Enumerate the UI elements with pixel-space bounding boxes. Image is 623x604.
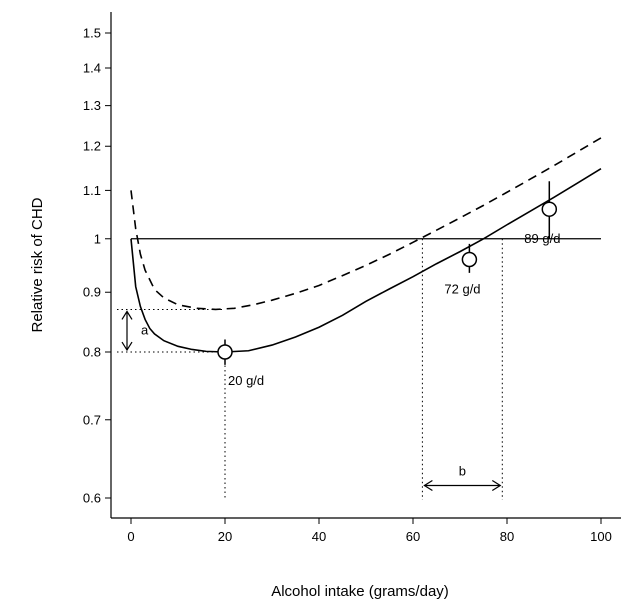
arrow-a-head-top xyxy=(121,310,133,320)
axes-layer: 0.6 0.7 0.8 0.9 1 1.1 1.2 1.3 1.4 1.5 0 20 40 60 80 100 xyxy=(83,12,621,544)
y-tick-label: 1.1 xyxy=(83,183,101,198)
point-label: 20 g/d xyxy=(228,373,264,388)
point-label: 72 g/d xyxy=(444,281,480,296)
y-tick-label: 1.4 xyxy=(83,61,101,76)
arrow-a-head-bottom xyxy=(121,341,133,352)
arrow-b-head-right xyxy=(491,479,502,491)
y-axis-title: Relative risk of CHD xyxy=(29,197,46,332)
x-tick-label: 80 xyxy=(500,529,514,544)
data-point xyxy=(217,344,233,360)
series-layer xyxy=(130,137,602,353)
x-tick-label: 40 xyxy=(312,529,326,544)
x-tick-label: 60 xyxy=(406,529,420,544)
dashed-risk-curve xyxy=(130,137,602,311)
y-tick-label: 1.5 xyxy=(83,26,101,41)
guide-lines-layer xyxy=(117,238,601,500)
data-point xyxy=(461,251,478,268)
annotation-layer: ab xyxy=(121,310,502,491)
arrow-b-head-left xyxy=(423,479,433,491)
y-tick-label: 1 xyxy=(94,231,101,246)
point-label: 89 g/d xyxy=(524,231,560,246)
arrow-a-label: a xyxy=(141,323,149,338)
y-tick-label: 0.6 xyxy=(83,491,101,506)
x-tick-label: 0 xyxy=(127,529,134,544)
y-tick-label: 0.9 xyxy=(83,285,101,300)
x-tick-label: 100 xyxy=(590,529,612,544)
plot-layer: 0.6 0.7 0.8 0.9 1 1.1 1.2 1.3 1.4 1.5 0 20 40 60 80 100… xyxy=(83,12,621,544)
arrow-b-label: b xyxy=(459,463,466,478)
data-point xyxy=(541,201,558,217)
points-layer: 20 g/d 72 g/d 89 g/d xyxy=(217,181,560,388)
x-tick-label: 20 xyxy=(218,529,232,544)
y-tick-label: 0.7 xyxy=(83,412,101,427)
solid-risk-curve xyxy=(130,168,602,353)
x-axis-title: Alcohol intake (grams/day) xyxy=(271,583,449,600)
y-tick-label: 1.2 xyxy=(83,139,101,154)
y-tick-label: 1.3 xyxy=(83,98,101,113)
y-tick-label: 0.8 xyxy=(83,345,101,360)
